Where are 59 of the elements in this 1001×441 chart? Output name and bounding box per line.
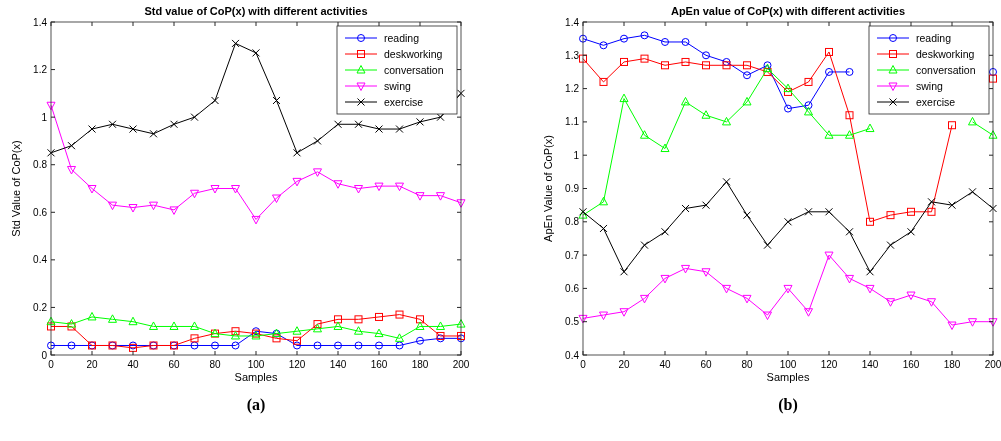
x-axis-title: Samples [766,371,810,383]
legend-label: swing [916,80,944,92]
x-tick-label: 60 [700,359,712,370]
x-tick-label: 140 [329,359,347,370]
legend-label: conversation [916,64,976,76]
x-tick-label: 200 [452,359,470,370]
x-axis-title: Samples [234,371,278,383]
x-tick-label: 60 [168,359,180,370]
y-tick-label: 1 [41,111,48,123]
x-tick-label: 200 [984,359,1001,370]
x-tick-label: 100 [247,359,265,370]
y-tick-label: 0.6 [565,282,580,294]
x-tick-label: 120 [288,359,306,370]
y-tick-label: 0.4 [565,349,580,361]
legend-label: conversation [384,64,444,76]
x-tick-label: 20 [86,359,98,370]
x-tick-label: 0 [48,359,55,370]
x-tick-label: 20 [618,359,630,370]
x-tick-label: 100 [779,359,797,370]
x-tick-label: 160 [902,359,920,370]
y-tick-label: 0.9 [565,183,580,194]
x-tick-label: 120 [820,359,838,370]
legend-label: exercise [916,96,956,108]
legend-label: deskworking [916,48,975,60]
y-tick-label: 0.7 [565,249,580,261]
chart-title: Std value of CoP(x) with different activities [144,5,368,17]
x-tick-label: 180 [943,359,961,370]
text: (a) [246,396,266,414]
legend-label: exercise [384,96,424,108]
y-tick-label: 0 [41,349,48,361]
x-tick-label: 80 [741,359,753,370]
y-tick-label: 0.6 [33,206,48,218]
x-tick-label: 0 [580,359,587,370]
legend-label: deskworking [384,48,443,60]
y-tick-label: 1.1 [565,116,580,128]
y-tick-label: 0.5 [565,316,580,328]
x-tick-label: 40 [659,359,671,370]
legend-label: swing [384,80,412,92]
legend-label: reading [384,32,420,44]
y-axis-title: ApEn Value of CoP(x) [542,135,554,242]
y-tick-label: 1.3 [565,49,580,61]
x-tick-label: 180 [411,359,429,370]
y-tick-label: 0.2 [33,301,48,313]
x-tick-label: 40 [127,359,139,370]
y-tick-label: 0.8 [33,159,48,171]
x-tick-label: 160 [370,359,388,370]
y-tick-label: 1.4 [565,16,580,28]
chart-title: ApEn value of CoP(x) with different activities [670,5,906,17]
y-tick-label: 1.4 [33,16,48,28]
y-tick-label: 0.8 [565,216,580,228]
y-tick-label: 1.2 [565,83,580,95]
text: (b) [778,396,798,414]
y-tick-label: 1.2 [33,64,48,76]
y-axis-title: Std Value of CoP(x) [10,140,22,237]
x-tick-label: 80 [209,359,221,370]
x-tick-label: 140 [861,359,879,370]
y-tick-label: 0.4 [33,254,48,266]
legend-label: reading [916,32,952,44]
y-tick-label: 1 [573,149,580,161]
